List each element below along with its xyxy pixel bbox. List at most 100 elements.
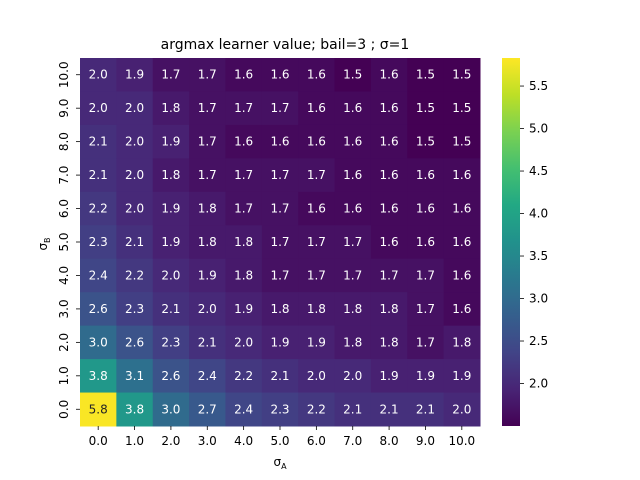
cell-value-label: 1.9 <box>234 302 253 316</box>
heatmap-cell <box>80 325 117 360</box>
cell-value-label: 1.7 <box>234 168 253 182</box>
heatmap-cell <box>370 191 408 226</box>
heatmap-cell <box>407 191 445 226</box>
heatmap-cell <box>407 225 445 260</box>
cell-value-label: 1.7 <box>234 202 253 216</box>
cell-value-label: 1.5 <box>452 135 471 149</box>
cell-value-label: 1.8 <box>198 202 217 216</box>
cell-value-label: 1.7 <box>270 202 289 216</box>
heatmap-cell <box>443 91 481 126</box>
heatmap-cell <box>152 91 190 126</box>
heatmap-cell <box>189 191 226 226</box>
cell-value-label: 1.6 <box>380 135 399 149</box>
heatmap-cell <box>298 258 336 293</box>
cell-value-label: 1.8 <box>234 235 253 249</box>
cell-value-label: 1.7 <box>270 268 289 282</box>
cell-value-label: 1.5 <box>416 135 435 149</box>
cell-value-label: 2.3 <box>270 402 289 416</box>
cell-value-label: 2.0 <box>125 202 144 216</box>
colorbar-tick-label: 5.0 <box>529 122 548 136</box>
heatmap-cell <box>189 392 226 427</box>
heatmap-cell <box>370 58 408 92</box>
heatmap-cell <box>407 292 445 327</box>
heatmap-cell <box>443 325 481 360</box>
heatmap-cell <box>370 258 408 293</box>
cell-value-label: 2.1 <box>380 402 399 416</box>
colorbar <box>502 58 520 426</box>
heatmap-cell <box>443 191 481 226</box>
heatmap-cell <box>80 191 117 226</box>
heatmap-cell <box>407 325 445 360</box>
x-tick-label: 2.0 <box>161 434 180 448</box>
heatmap-cell <box>116 91 154 126</box>
cell-value-label: 1.8 <box>343 335 362 349</box>
cell-value-label: 2.1 <box>89 168 108 182</box>
x-tick-label: 4.0 <box>234 434 253 448</box>
heatmap-cell <box>80 225 117 260</box>
cell-value-label: 1.6 <box>416 235 435 249</box>
colorbar-ticks: 2.0 2.5 3.0 3.5 4.0 4.5 5.0 5.5 <box>520 79 548 391</box>
heatmap-cell <box>80 392 117 427</box>
colorbar-tick-label: 4.5 <box>529 164 548 178</box>
cell-value-label: 1.6 <box>380 168 399 182</box>
heatmap-cell <box>370 292 408 327</box>
heatmap-cell <box>152 292 190 327</box>
heatmap-cell <box>334 158 372 193</box>
cell-value-label: 1.6 <box>343 101 362 115</box>
heatmap-cell <box>225 325 263 360</box>
cell-value-label: 1.7 <box>270 101 289 115</box>
heatmap-cell <box>225 191 263 226</box>
cell-value-label: 1.9 <box>307 335 326 349</box>
cell-value-label: 5.8 <box>89 402 108 416</box>
heatmap-cell <box>152 392 190 427</box>
cell-value-label: 2.1 <box>161 302 180 316</box>
heatmap-cell <box>189 91 226 126</box>
heatmap-cell <box>443 258 481 293</box>
cell-value-label: 2.0 <box>343 369 362 383</box>
heatmap-cell <box>189 258 226 293</box>
heatmap-cell <box>261 258 299 293</box>
cell-value-label: 2.2 <box>307 402 326 416</box>
cell-value-label: 3.8 <box>125 402 144 416</box>
cell-value-label: 2.1 <box>198 335 217 349</box>
cell-value-label: 1.7 <box>198 135 217 149</box>
heatmap-cells: 2.0 1.9 1.7 1.7 1.6 1.6 1.6 1.5 1.6 1.5 1.5 2.0 2.0 1… <box>80 58 481 427</box>
cell-value-label: 2.0 <box>125 168 144 182</box>
colorbar-tick-label: 3.0 <box>529 292 548 306</box>
heatmap-cell <box>225 158 263 193</box>
x-tick-label: 10.0 <box>448 434 475 448</box>
cell-value-label: 1.8 <box>307 302 326 316</box>
heatmap-cell <box>225 258 263 293</box>
cell-value-label: 2.6 <box>125 335 144 349</box>
heatmap-cell <box>407 91 445 126</box>
cell-value-label: 1.5 <box>416 68 435 82</box>
cell-value-label: 2.4 <box>89 268 108 282</box>
cell-value-label: 1.8 <box>343 302 362 316</box>
heatmap-cell <box>116 392 154 427</box>
cell-value-label: 1.6 <box>234 135 253 149</box>
heatmap-cell <box>225 124 263 159</box>
heatmap-cell <box>298 225 336 260</box>
cell-value-label: 1.7 <box>307 268 326 282</box>
cell-value-label: 1.7 <box>270 235 289 249</box>
y-axis-label-subscript: B <box>43 237 52 243</box>
heatmap-cell <box>261 91 299 126</box>
heatmap-cell <box>298 325 336 360</box>
cell-value-label: 2.4 <box>234 402 253 416</box>
heatmap-cell <box>152 158 190 193</box>
cell-value-label: 2.2 <box>89 202 108 216</box>
cell-value-label: 1.6 <box>452 302 471 316</box>
chart-title: argmax learner value; bail=3 ; σ=1 <box>161 37 410 53</box>
heatmap-cell <box>298 158 336 193</box>
cell-value-label: 1.7 <box>198 101 217 115</box>
cell-value-label: 2.2 <box>234 369 253 383</box>
heatmap-cell <box>334 58 372 92</box>
cell-value-label: 1.9 <box>416 369 435 383</box>
cell-value-label: 1.8 <box>380 335 399 349</box>
heatmap-cell <box>189 158 226 193</box>
cell-value-label: 3.1 <box>125 369 144 383</box>
cell-value-label: 1.6 <box>452 268 471 282</box>
heatmap-cell <box>407 124 445 159</box>
cell-value-label: 1.7 <box>161 68 180 82</box>
y-tick-label: 1.0 <box>57 366 71 385</box>
